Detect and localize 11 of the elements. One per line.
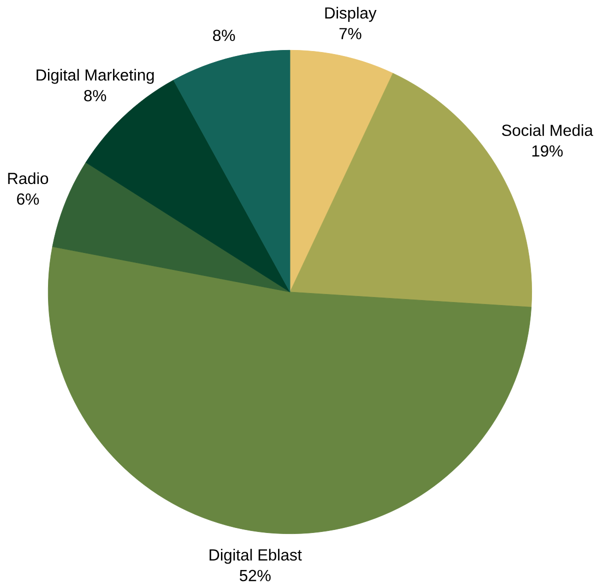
- slice-label: Social Media: [502, 124, 594, 136]
- data-label: 52%: [240, 570, 271, 582]
- slice-label: Digital Eblast: [210, 548, 302, 564]
- data-label: 19%: [532, 145, 563, 157]
- data-label: 8%: [213, 30, 235, 41]
- data-label: 7%: [339, 28, 362, 40]
- slice-label: Display: [325, 6, 377, 22]
- slice-label: Radio: [8, 172, 48, 184]
- data-label: 8%: [84, 90, 106, 102]
- data-label: 6%: [17, 193, 39, 205]
- slice-label: Digital Marketing: [36, 68, 154, 84]
